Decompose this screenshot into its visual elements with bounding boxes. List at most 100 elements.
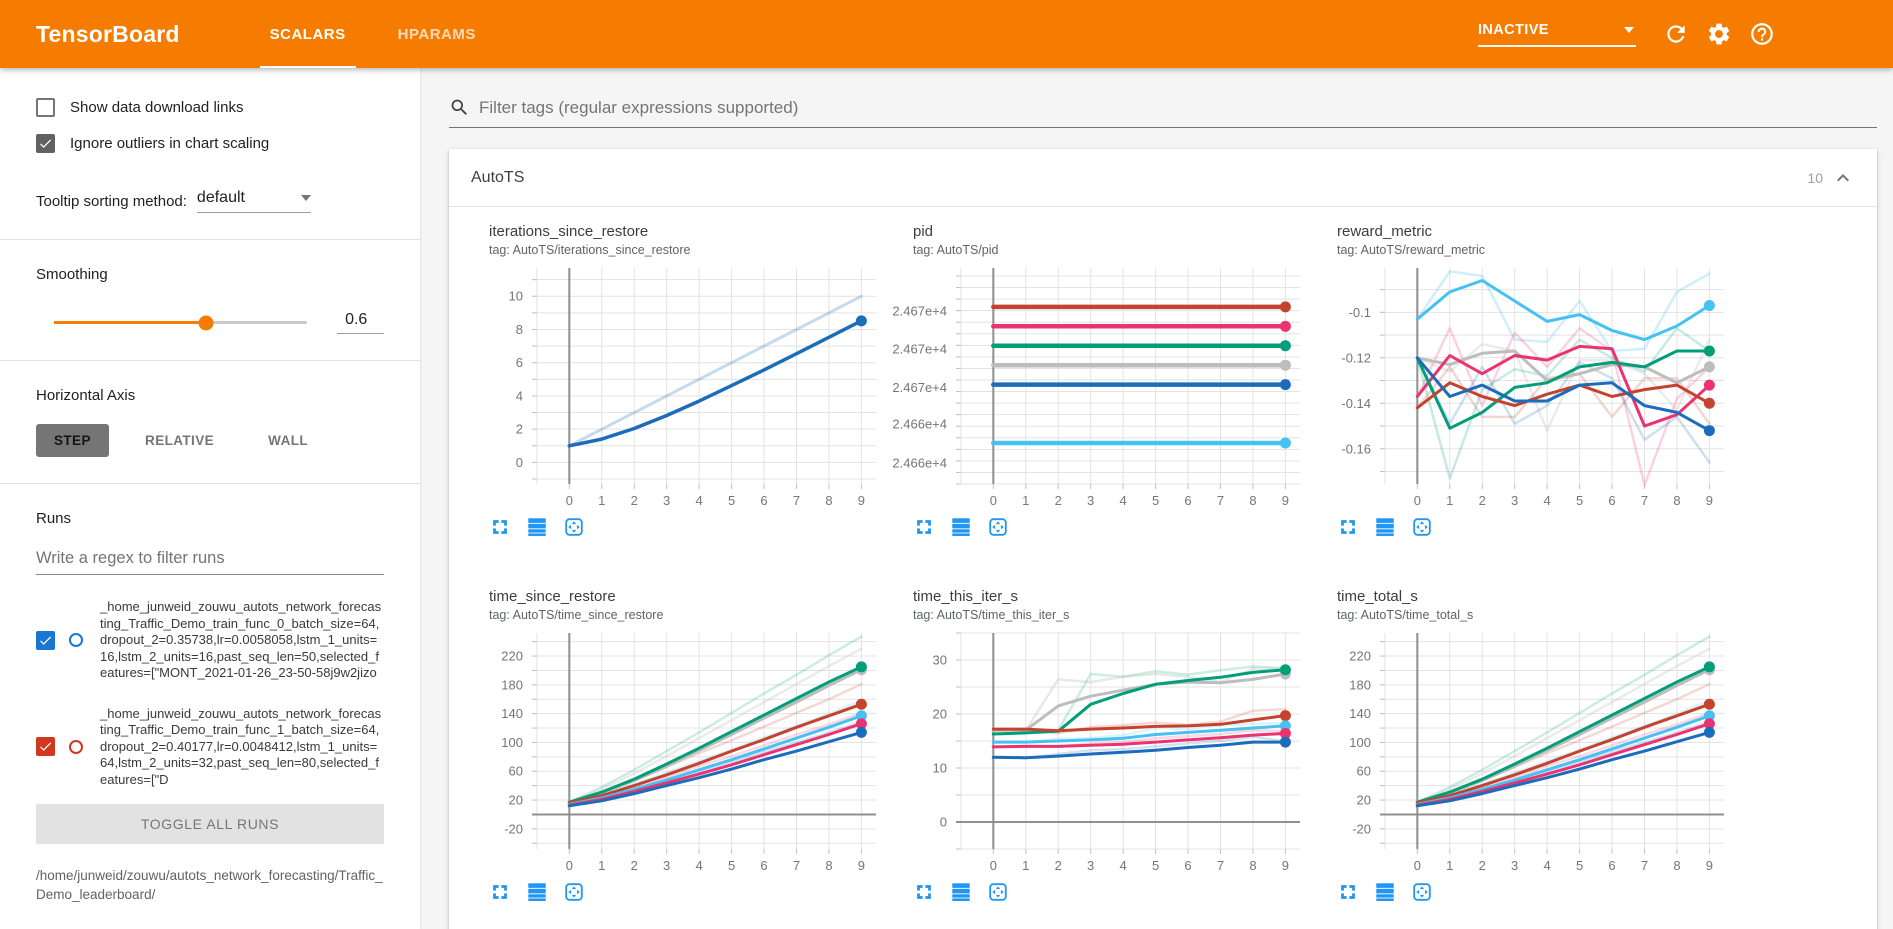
expand-chart-button[interactable] xyxy=(489,516,511,538)
svg-text:0: 0 xyxy=(566,858,573,873)
svg-text:6: 6 xyxy=(1608,858,1615,873)
svg-text:4: 4 xyxy=(1120,858,1127,873)
scalar-line-chart[interactable]: -20 20 60 100 140 180 220 0 1 2 3 4 5 6 7 8 9 xyxy=(1316,627,1736,879)
help-icon xyxy=(1751,23,1773,45)
svg-text:7: 7 xyxy=(1641,493,1648,508)
svg-text:0: 0 xyxy=(990,493,997,508)
expand-chart-button[interactable] xyxy=(1337,881,1359,903)
log-scale-icon xyxy=(952,518,970,536)
axis-wall-button[interactable]: WALL xyxy=(268,433,309,448)
svg-text:9: 9 xyxy=(1282,858,1289,873)
log-scale-toggle-button[interactable] xyxy=(1374,881,1396,903)
tooltip-sorting-value: default xyxy=(196,189,245,206)
scalar-line-chart[interactable]: 0 2 4 6 8 10 0 1 2 3 4 5 6 7 8 9 xyxy=(468,262,888,514)
expand-chart-button[interactable] xyxy=(489,881,511,903)
svg-text:100: 100 xyxy=(501,735,523,750)
tab-scalars[interactable]: SCALARS xyxy=(244,0,372,68)
svg-text:4: 4 xyxy=(696,858,703,873)
svg-text:3: 3 xyxy=(1087,858,1094,873)
app-title: TensorBoard xyxy=(36,20,180,47)
svg-text:2: 2 xyxy=(631,858,638,873)
run-solo-radio[interactable] xyxy=(69,633,83,648)
scalar-chart-card: time_since_restore tag: AutoTS/time_since… xyxy=(468,588,892,903)
help-button[interactable] xyxy=(1749,21,1775,47)
toggle-all-runs-button[interactable]: TOGGLE ALL RUNS xyxy=(36,804,384,844)
smoothing-slider-thumb[interactable] xyxy=(198,315,214,330)
svg-text:20: 20 xyxy=(933,707,947,722)
expand-chart-button[interactable] xyxy=(913,881,935,903)
refresh-button[interactable] xyxy=(1663,21,1689,47)
chart-title: time_total_s xyxy=(1337,588,1418,605)
tag-filter-input[interactable] xyxy=(479,97,1877,118)
svg-text:3: 3 xyxy=(663,858,670,873)
show-download-links-label: Show data download links xyxy=(70,99,244,116)
svg-text:9: 9 xyxy=(1282,493,1289,508)
fit-domain-button[interactable] xyxy=(1411,881,1433,903)
log-scale-toggle-button[interactable] xyxy=(1374,516,1396,538)
scalar-chart-card: reward_metric tag: AutoTS/reward_metric -0… xyxy=(1316,223,1740,538)
fit-domain-button[interactable] xyxy=(1411,516,1433,538)
fit-domain-button[interactable] xyxy=(563,881,585,903)
run-solo-radio[interactable] xyxy=(69,739,83,754)
collapse-section-button[interactable] xyxy=(1831,166,1855,190)
horizontal-axis-label: Horizontal Axis xyxy=(36,387,136,404)
svg-text:5: 5 xyxy=(1576,858,1583,873)
svg-text:0: 0 xyxy=(566,493,573,508)
fit-domain-button[interactable] xyxy=(987,516,1009,538)
axis-step-button[interactable]: STEP xyxy=(36,424,109,457)
log-scale-toggle-button[interactable] xyxy=(526,881,548,903)
show-download-links-checkbox[interactable] xyxy=(36,98,55,117)
svg-text:60: 60 xyxy=(1357,764,1371,779)
chart-title: reward_metric xyxy=(1337,223,1433,240)
settings-button[interactable] xyxy=(1706,21,1732,47)
svg-text:100: 100 xyxy=(1349,735,1371,750)
run-list-item[interactable]: _home_junweid_zouwu_autots_network_forec… xyxy=(36,706,384,789)
axis-relative-button[interactable]: RELATIVE xyxy=(145,433,214,448)
log-scale-icon xyxy=(1376,518,1394,536)
runs-filter-input[interactable] xyxy=(36,543,384,575)
run-label: _home_junweid_zouwu_autots_network_forec… xyxy=(100,599,382,680)
log-scale-toggle-button[interactable] xyxy=(950,881,972,903)
svg-text:4: 4 xyxy=(696,493,703,508)
svg-text:-0.16: -0.16 xyxy=(1341,441,1371,456)
log-scale-toggle-button[interactable] xyxy=(526,516,548,538)
chart-tag: tag: AutoTS/pid xyxy=(913,243,999,257)
status-label: INACTIVE xyxy=(1478,21,1549,38)
svg-text:60: 60 xyxy=(509,764,523,779)
run-checkbox[interactable] xyxy=(36,630,55,650)
scalar-line-chart[interactable]: -0.1 -0.12 -0.14 -0.16 0 1 2 3 4 5 6 7 8 9 xyxy=(1316,262,1736,514)
fit-domain-button[interactable] xyxy=(987,881,1009,903)
svg-text:4: 4 xyxy=(1120,493,1127,508)
ignore-outliers-checkbox[interactable] xyxy=(36,134,55,153)
fit-domain-button[interactable] xyxy=(563,516,585,538)
fit-domain-icon xyxy=(989,883,1007,901)
tab-scalars-label: SCALARS xyxy=(269,25,346,43)
tag-group-title: AutoTS xyxy=(471,168,525,186)
check-icon xyxy=(40,742,52,752)
svg-text:4: 4 xyxy=(1544,493,1551,508)
status-dropdown[interactable]: INACTIVE xyxy=(1478,22,1636,47)
tag-group-header[interactable]: AutoTS 10 xyxy=(449,149,1877,206)
fit-domain-icon xyxy=(1413,518,1431,536)
scalar-line-chart[interactable]: 0 10 20 30 0 1 2 3 4 5 6 7 8 9 xyxy=(892,627,1312,879)
svg-text:-0.1: -0.1 xyxy=(1349,305,1371,320)
svg-text:0: 0 xyxy=(990,858,997,873)
sidebar-divider xyxy=(0,360,420,361)
expand-icon xyxy=(917,885,931,899)
chart-toolbar xyxy=(489,881,892,903)
scalar-line-chart[interactable]: 2.467e+4 2.467e+4 2.467e+4 2.466e+4 2.466e+4… xyxy=(892,262,1312,514)
svg-text:5: 5 xyxy=(1576,493,1583,508)
run-checkbox[interactable] xyxy=(36,737,55,757)
expand-chart-button[interactable] xyxy=(1337,516,1359,538)
smoothing-value[interactable]: 0.6 xyxy=(337,311,384,334)
expand-chart-button[interactable] xyxy=(913,516,935,538)
log-scale-toggle-button[interactable] xyxy=(950,516,972,538)
svg-text:6: 6 xyxy=(1184,858,1191,873)
scalar-line-chart[interactable]: -20 20 60 100 140 180 220 0 1 2 3 4 5 6 7 8 9 xyxy=(468,627,888,879)
svg-text:0: 0 xyxy=(940,815,947,830)
tab-hparams[interactable]: HPARAMS xyxy=(372,0,502,68)
run-list-item[interactable]: _home_junweid_zouwu_autots_network_forec… xyxy=(36,599,384,682)
svg-text:6: 6 xyxy=(760,493,767,508)
smoothing-slider[interactable] xyxy=(54,315,308,330)
tooltip-sorting-select[interactable]: default xyxy=(196,189,311,213)
